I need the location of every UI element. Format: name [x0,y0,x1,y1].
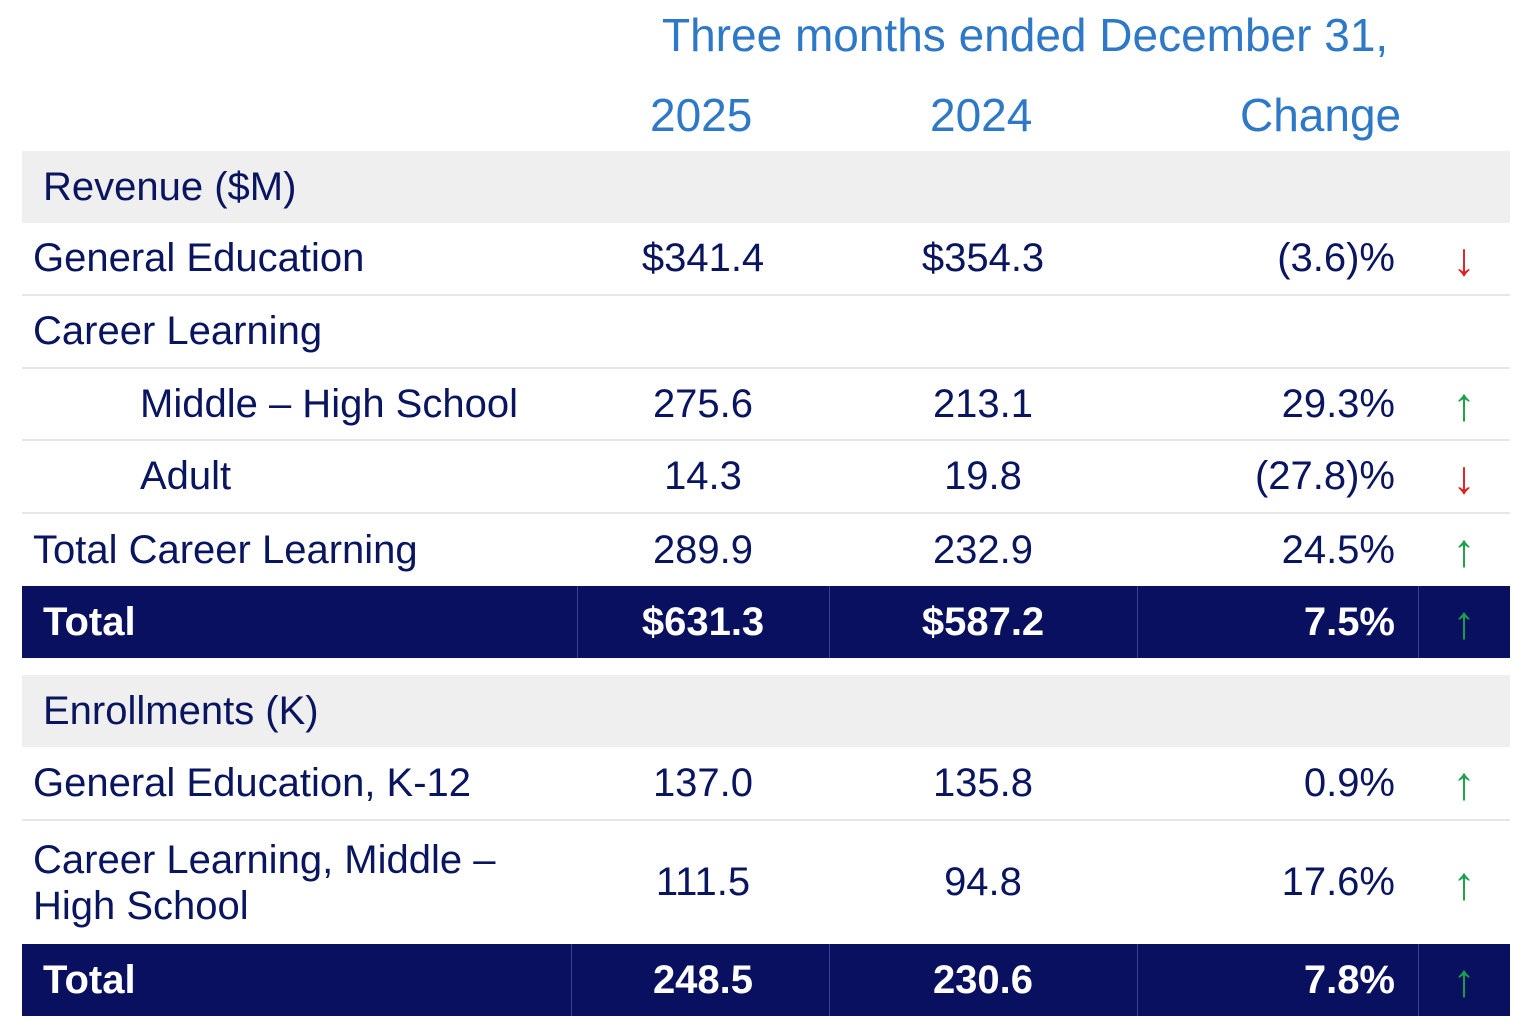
value-change: 7.8% [1303,957,1395,1002]
value-2024: 19.8 [944,454,1022,498]
arrow-up-icon: ↑ [1452,596,1476,648]
arrow-up-icon: ↑ [1452,954,1476,1006]
table-row: Adult 14.3 19.8 (27.8)% ↓ [22,441,1510,514]
revenue-section-header: Revenue ($M) [22,151,1510,223]
revenue-total-row: Total $631.3 $587.2 7.5% ↑ [22,586,1510,658]
value-2025: $341.4 [641,236,765,280]
table-row: Career Learning [22,296,1510,369]
column-header-2024: 2024 [930,89,1033,141]
value-2024: 230.6 [932,957,1034,1002]
enrollments-section-header: Enrollments (K) [22,675,1510,747]
table-row: Middle – High School 275.6 213.1 29.3% ↑ [22,369,1510,441]
enrollments-total-row: Total 248.5 230.6 7.8% ↑ [22,944,1510,1016]
value-change: (27.8)% [1254,454,1395,498]
value-2024: 213.1 [932,381,1034,426]
value-2025: 289.9 [652,527,754,572]
value-change: (3.6)% [1277,236,1395,280]
arrow-down-icon: ↓ [1452,450,1476,503]
period-header: Three months ended December 31, [662,9,1389,61]
row-label: Middle – High School [140,381,518,426]
value-2024: 94.8 [944,860,1022,904]
table-row: General Education $341.4 $354.3 (3.6)% ↓ [22,223,1510,296]
row-label: Total Career Learning [33,527,418,572]
row-label: Adult [140,454,232,498]
value-change: 0.9% [1303,760,1395,805]
value-change: 29.3% [1281,381,1395,426]
column-header-2025: 2025 [650,89,753,141]
table-row: General Education, K-12 137.0 135.8 0.9%… [22,747,1510,821]
arrow-up-icon: ↑ [1452,757,1476,809]
row-label: General Education [33,236,365,280]
value-2025: 137.0 [652,760,754,805]
section-label: Enrollments (K) [43,688,319,733]
value-2024: $587.2 [921,599,1045,644]
column-header-change: Change [1240,89,1402,141]
arrow-down-icon: ↓ [1452,232,1476,285]
arrow-up-icon: ↑ [1452,856,1476,909]
arrow-up-icon: ↑ [1452,378,1476,430]
value-change: 7.5% [1303,599,1395,644]
row-label: Career Learning, Middle – High School [33,837,496,928]
row-label: Career Learning [33,309,323,353]
value-2025: 248.5 [652,957,754,1002]
value-2025: 14.3 [664,454,742,498]
value-change: 17.6% [1281,860,1395,904]
table-row: Career Learning, Middle – High School 11… [22,821,1510,944]
value-2025: 275.6 [652,381,754,426]
section-label: Revenue ($M) [43,164,297,209]
table-row: Total Career Learning 289.9 232.9 24.5% … [22,514,1510,586]
value-2024: $354.3 [921,236,1045,280]
row-label: Total [43,599,136,644]
value-2025: $631.3 [641,599,765,644]
value-2024: 232.9 [932,527,1034,572]
value-change: 24.5% [1281,527,1395,572]
arrow-up-icon: ↑ [1452,524,1476,576]
value-2024: 135.8 [932,760,1034,805]
value-2025: 111.5 [655,860,751,904]
row-label: Total [43,957,136,1002]
row-label: General Education, K-12 [33,760,472,805]
